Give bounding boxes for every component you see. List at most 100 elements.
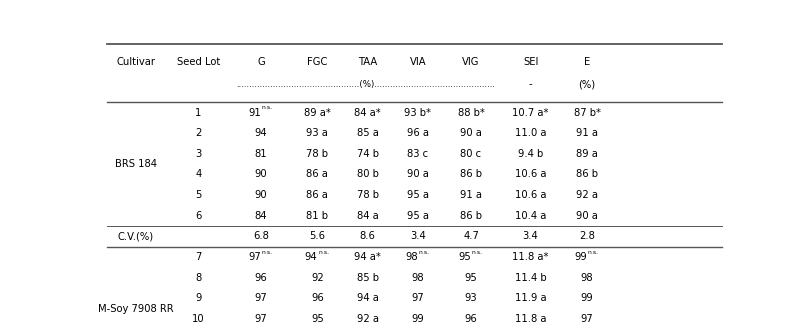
Text: 95: 95 bbox=[458, 252, 471, 262]
Text: M-Soy 7908 RR: M-Soy 7908 RR bbox=[98, 304, 173, 314]
Text: 96: 96 bbox=[255, 273, 268, 283]
Text: 90 a: 90 a bbox=[460, 128, 482, 138]
Text: n.s.: n.s. bbox=[418, 250, 430, 255]
Text: 86 a: 86 a bbox=[307, 169, 328, 180]
Text: 74 b: 74 b bbox=[357, 149, 379, 159]
Text: 10: 10 bbox=[192, 314, 205, 324]
Text: 93 a: 93 a bbox=[307, 128, 328, 138]
Text: 96 a: 96 a bbox=[407, 128, 429, 138]
Text: 86 b: 86 b bbox=[460, 211, 482, 221]
Text: 2.8: 2.8 bbox=[579, 232, 595, 241]
Text: 6: 6 bbox=[195, 211, 201, 221]
Text: n.s.: n.s. bbox=[472, 250, 483, 255]
Text: 80 c: 80 c bbox=[460, 149, 481, 159]
Text: 88 b*: 88 b* bbox=[458, 108, 485, 117]
Text: 83 c: 83 c bbox=[407, 149, 428, 159]
Text: 81 b: 81 b bbox=[307, 211, 328, 221]
Text: 86 b: 86 b bbox=[576, 169, 598, 180]
Text: 11.8 a*: 11.8 a* bbox=[512, 252, 549, 262]
Text: n.s.: n.s. bbox=[261, 106, 273, 111]
Text: 91 a: 91 a bbox=[460, 190, 482, 200]
Text: 5.6: 5.6 bbox=[309, 232, 325, 241]
Text: 11.0 a: 11.0 a bbox=[515, 128, 546, 138]
Text: 97: 97 bbox=[581, 314, 594, 324]
Text: FGC: FGC bbox=[307, 57, 328, 67]
Text: 97: 97 bbox=[411, 293, 424, 303]
Text: G: G bbox=[257, 57, 265, 67]
Text: 96: 96 bbox=[311, 293, 324, 303]
Text: 97: 97 bbox=[255, 293, 268, 303]
Text: 78 b: 78 b bbox=[307, 149, 328, 159]
Text: 6.8: 6.8 bbox=[253, 232, 269, 241]
Text: n.s.: n.s. bbox=[587, 250, 599, 255]
Text: 95 a: 95 a bbox=[407, 190, 429, 200]
Text: 8: 8 bbox=[195, 273, 201, 283]
Text: 90: 90 bbox=[255, 169, 267, 180]
Text: ...............................................(%)..............................: ........................................… bbox=[236, 80, 496, 89]
Text: 94 a*: 94 a* bbox=[354, 252, 381, 262]
Text: 9.4 b: 9.4 b bbox=[518, 149, 543, 159]
Text: 91: 91 bbox=[248, 108, 261, 117]
Text: 10.6 a: 10.6 a bbox=[515, 190, 546, 200]
Text: Seed Lot: Seed Lot bbox=[176, 57, 220, 67]
Text: -: - bbox=[529, 79, 532, 90]
Text: VIG: VIG bbox=[462, 57, 480, 67]
Text: 90 a: 90 a bbox=[576, 211, 598, 221]
Text: 10.6 a: 10.6 a bbox=[515, 169, 546, 180]
Text: 11.9 a: 11.9 a bbox=[515, 293, 546, 303]
Text: n.s.: n.s. bbox=[318, 250, 329, 255]
Text: 94: 94 bbox=[305, 252, 317, 262]
Text: SEI: SEI bbox=[523, 57, 538, 67]
Text: 86 b: 86 b bbox=[460, 169, 482, 180]
Text: 94: 94 bbox=[255, 128, 267, 138]
Text: 92: 92 bbox=[311, 273, 324, 283]
Text: (%): (%) bbox=[578, 79, 595, 90]
Text: 99: 99 bbox=[411, 314, 424, 324]
Text: BRS 184: BRS 184 bbox=[115, 159, 157, 169]
Text: 4: 4 bbox=[195, 169, 201, 180]
Text: 91 a: 91 a bbox=[576, 128, 598, 138]
Text: 95 a: 95 a bbox=[407, 211, 429, 221]
Text: 97: 97 bbox=[255, 314, 268, 324]
Text: 92 a: 92 a bbox=[576, 190, 598, 200]
Text: 90 a: 90 a bbox=[407, 169, 429, 180]
Text: 96: 96 bbox=[464, 314, 477, 324]
Text: 92 a: 92 a bbox=[357, 314, 379, 324]
Text: 95: 95 bbox=[311, 314, 324, 324]
Text: 10.4 a: 10.4 a bbox=[515, 211, 546, 221]
Text: 10.7 a*: 10.7 a* bbox=[512, 108, 549, 117]
Text: 3.4: 3.4 bbox=[410, 232, 426, 241]
Text: 80 b: 80 b bbox=[357, 169, 379, 180]
Text: 3.4: 3.4 bbox=[523, 232, 539, 241]
Text: 99: 99 bbox=[581, 293, 594, 303]
Text: C.V.(%): C.V.(%) bbox=[117, 232, 154, 241]
Text: 90: 90 bbox=[255, 190, 267, 200]
Text: 11.8 a: 11.8 a bbox=[515, 314, 546, 324]
Text: 4.7: 4.7 bbox=[463, 232, 479, 241]
Text: 99: 99 bbox=[574, 252, 587, 262]
Text: 3: 3 bbox=[195, 149, 201, 159]
Text: 93 b*: 93 b* bbox=[404, 108, 431, 117]
Text: 2: 2 bbox=[195, 128, 201, 138]
Text: 9: 9 bbox=[195, 293, 201, 303]
Text: 84 a*: 84 a* bbox=[354, 108, 381, 117]
Text: 85 b: 85 b bbox=[357, 273, 379, 283]
Text: 84 a: 84 a bbox=[357, 211, 379, 221]
Text: VIA: VIA bbox=[409, 57, 426, 67]
Text: E: E bbox=[584, 57, 590, 67]
Text: 93: 93 bbox=[464, 293, 477, 303]
Text: 81: 81 bbox=[255, 149, 267, 159]
Text: TAA: TAA bbox=[358, 57, 377, 67]
Text: n.s.: n.s. bbox=[261, 250, 273, 255]
Text: 98: 98 bbox=[405, 252, 417, 262]
Text: 97: 97 bbox=[248, 252, 261, 262]
Text: 11.4 b: 11.4 b bbox=[515, 273, 546, 283]
Text: 86 a: 86 a bbox=[307, 190, 328, 200]
Text: 89 a*: 89 a* bbox=[304, 108, 331, 117]
Text: 98: 98 bbox=[581, 273, 593, 283]
Text: 7: 7 bbox=[195, 252, 201, 262]
Text: 78 b: 78 b bbox=[357, 190, 379, 200]
Text: 94 a: 94 a bbox=[357, 293, 379, 303]
Text: 5: 5 bbox=[195, 190, 201, 200]
Text: 95: 95 bbox=[464, 273, 477, 283]
